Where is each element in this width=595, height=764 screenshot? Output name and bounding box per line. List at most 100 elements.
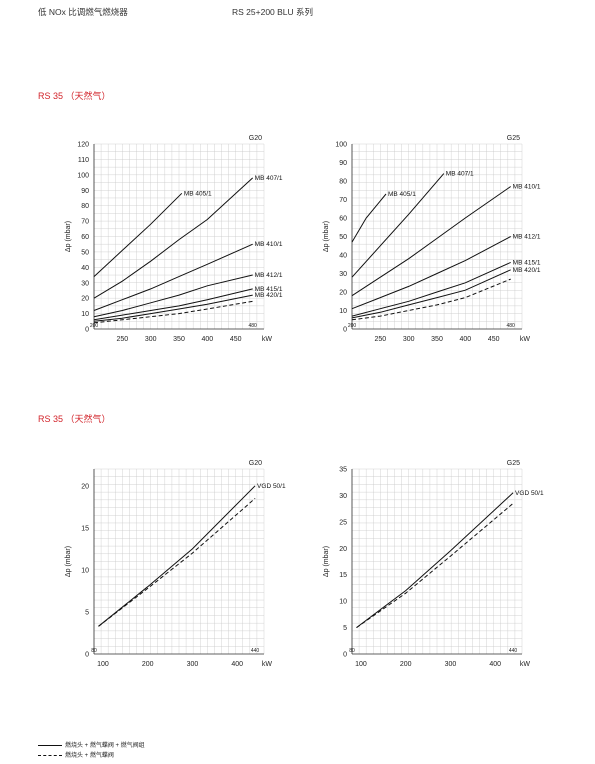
range-mark-label: 80 (349, 648, 355, 654)
series-line-dashed (351, 278, 511, 321)
y-tick-label: 10 (81, 311, 89, 318)
x-tick-label: 350 (173, 336, 185, 343)
x-tick-label: 400 (489, 661, 501, 668)
x-tick-label: 100 (355, 661, 367, 668)
x-axis-label: kW (520, 336, 531, 343)
legend-solid: 燃烧头 + 燃气蝶阀 + 燃气阀组 (38, 740, 145, 749)
y-tick-label: 30 (339, 271, 347, 278)
y-tick-label: 10 (339, 308, 347, 315)
legend-dashed-line (38, 754, 62, 756)
y-tick-label: 20 (81, 296, 89, 303)
chart-g20-vgd: G20 0 5 10 15 20 100 200 300 400 80 440 kW Δp (mbar) V… (65, 460, 286, 668)
x-tick-label: 400 (231, 661, 243, 668)
x-tick-label: 400 (201, 336, 213, 343)
series-label: MB 412/1 (513, 234, 541, 241)
y-axis-label: Δp (mbar) (323, 546, 330, 577)
series-label: VGD 50/1 (257, 483, 286, 490)
y-tick-label: 40 (81, 265, 89, 272)
y-tick-label: 5 (343, 625, 347, 632)
y-tick-label: 20 (339, 546, 347, 553)
y-tick-label: 0 (85, 327, 89, 334)
y-tick-label: 90 (81, 188, 89, 195)
y-tick-label: 0 (85, 652, 89, 659)
x-tick-label: 450 (488, 336, 500, 343)
y-axis-label: Δp (mbar) (65, 546, 72, 577)
gas-label: G20 (249, 460, 262, 467)
range-mark-label: 200 (348, 323, 357, 329)
y-tick-label: 10 (339, 599, 347, 606)
y-axis-label: Δp (mbar) (65, 221, 72, 252)
legend-dashed: 燃烧头 + 燃气蝶阀 (38, 750, 114, 759)
y-tick-label: 100 (77, 172, 89, 179)
y-tick-label: 25 (339, 519, 347, 526)
y-tick-label: 60 (81, 234, 89, 241)
y-tick-label: 80 (339, 179, 347, 186)
x-tick-label: 400 (459, 336, 471, 343)
x-tick-label: 300 (445, 661, 457, 668)
series-label: MB 405/1 (184, 190, 212, 197)
chart-g20-mb: G20 0 10 20 30 40 50 60 70 80 90 100 110 120 250 300 350… (65, 135, 283, 343)
series-label: MB 420/1 (255, 292, 283, 299)
x-tick-label: 300 (403, 336, 415, 343)
y-tick-label: 90 (339, 160, 347, 167)
y-tick-label: 70 (81, 219, 89, 226)
y-axis-label: Δp (mbar) (323, 221, 330, 252)
gas-label: G25 (507, 460, 520, 467)
y-tick-label: 50 (339, 234, 347, 241)
y-tick-label: 50 (81, 249, 89, 256)
x-tick-label: 100 (97, 661, 109, 668)
y-tick-label: 70 (339, 197, 347, 204)
y-tick-label: 20 (81, 483, 89, 490)
range-mark-label: 80 (91, 648, 97, 654)
series-label: MB 415/1 (513, 259, 541, 266)
series-line (93, 192, 183, 277)
series-label: MB 420/1 (513, 267, 541, 274)
series-label: MB 407/1 (446, 171, 474, 178)
x-tick-label: 200 (400, 661, 412, 668)
series-line (93, 274, 253, 318)
series-line (351, 236, 511, 310)
x-axis-label: kW (262, 336, 273, 343)
y-tick-label: 5 (85, 609, 89, 616)
series-label: MB 412/1 (255, 272, 283, 279)
series-line-dashed (356, 503, 514, 629)
y-tick-label: 120 (77, 142, 89, 149)
x-tick-label: 300 (187, 661, 199, 668)
y-tick-label: 110 (78, 157, 89, 164)
series-label: MB 415/1 (255, 286, 283, 293)
gas-label: G20 (249, 135, 262, 142)
series-line (351, 173, 445, 278)
y-tick-label: 0 (343, 652, 347, 659)
series-line (351, 193, 387, 243)
series-line-dashed (93, 300, 253, 324)
y-tick-label: 100 (335, 142, 347, 149)
series-line (93, 243, 253, 311)
y-tick-label: 15 (81, 525, 89, 532)
x-tick-label: 200 (142, 661, 154, 668)
range-mark-label: 200 (90, 323, 99, 329)
y-tick-label: 80 (81, 203, 89, 210)
x-tick-label: 250 (374, 336, 386, 343)
series-line (93, 288, 253, 321)
x-tick-label: 300 (145, 336, 157, 343)
series-line (351, 261, 511, 317)
series-label: MB 407/1 (255, 175, 283, 182)
legend-solid-label: 燃烧头 + 燃气蝶阀 + 燃气阀组 (65, 743, 145, 749)
gas-label: G25 (507, 135, 520, 142)
series-line (351, 269, 511, 319)
y-tick-label: 20 (339, 290, 347, 297)
x-axis-label: kW (262, 661, 273, 668)
y-tick-label: 30 (339, 493, 347, 500)
x-tick-label: 350 (431, 336, 443, 343)
series-line (93, 294, 253, 322)
header-title-left: 低 NOx 比调燃气燃烧器 (38, 7, 128, 17)
section-title-1: RS 35 （天然气） (38, 91, 111, 101)
y-tick-label: 30 (81, 280, 89, 287)
series-line (356, 492, 514, 628)
legend-solid-line (38, 744, 62, 746)
section-title-2: RS 35 （天然气） (38, 414, 111, 424)
legend-dashed-label: 燃烧头 + 燃气蝶阀 (65, 753, 114, 759)
y-tick-label: 0 (343, 327, 347, 334)
header-title-right: RS 25+200 BLU 系列 (232, 7, 314, 17)
x-tick-label: 450 (230, 336, 242, 343)
